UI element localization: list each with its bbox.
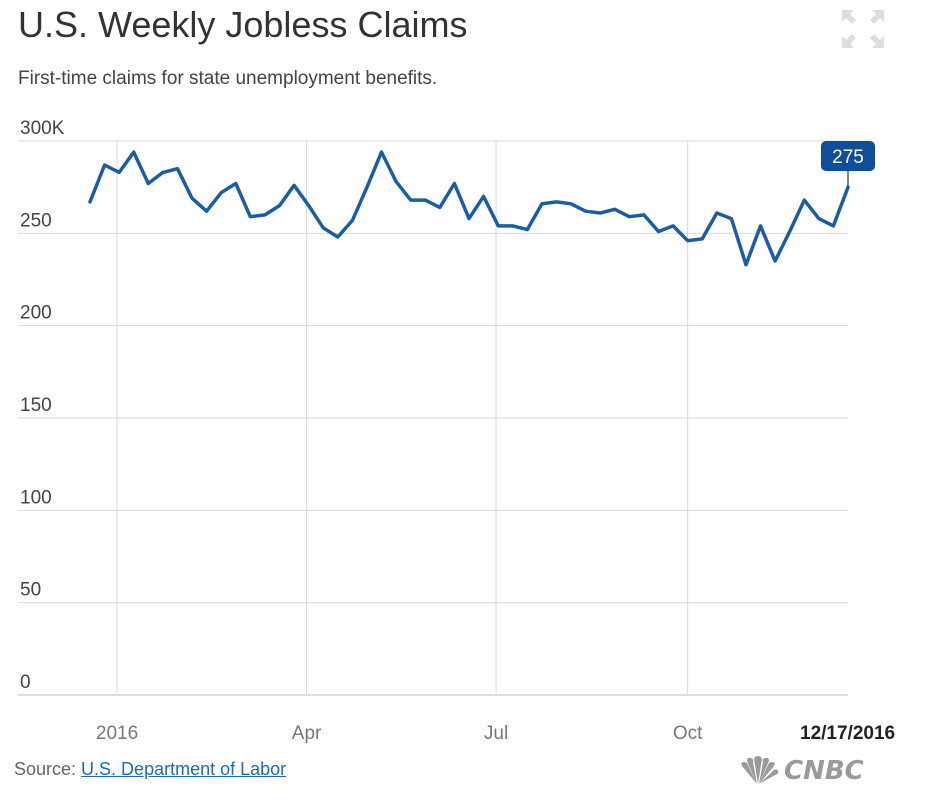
x-tick-label: Apr xyxy=(292,723,322,744)
y-tick-label: 250 xyxy=(20,210,52,231)
x-tick-label: 2016 xyxy=(96,723,138,744)
cnbc-wordmark: CNBC xyxy=(784,756,864,786)
x-tick-label: Jul xyxy=(484,723,508,744)
chart-subtitle: First-time claims for state unemployment… xyxy=(18,68,438,89)
cnbc-logo: CNBC xyxy=(736,756,864,786)
expand-arrows-icon[interactable] xyxy=(838,6,888,52)
y-tick-label: 100 xyxy=(20,487,52,508)
y-tick-label: 50 xyxy=(20,580,41,601)
series-line xyxy=(88,150,850,267)
source-note: Source: U.S. Department of Labor xyxy=(14,759,286,780)
source-prefix: Source: xyxy=(14,759,82,779)
y-tick-label: 300K xyxy=(20,118,65,139)
peacock-icon xyxy=(741,756,779,784)
y-tick-label: 0 xyxy=(20,672,31,693)
source-link[interactable]: U.S. Department of Labor xyxy=(81,759,287,779)
y-tick-label: 200 xyxy=(20,303,52,324)
callout-badge xyxy=(821,141,875,171)
y-tick-label: 150 xyxy=(20,395,52,416)
x-tick-label: 12/17/2016 xyxy=(800,723,895,744)
callout-label: 275 xyxy=(832,147,864,168)
x-tick-label: Oct xyxy=(673,723,703,744)
chart-title: U.S. Weekly Jobless Claims xyxy=(18,4,468,45)
